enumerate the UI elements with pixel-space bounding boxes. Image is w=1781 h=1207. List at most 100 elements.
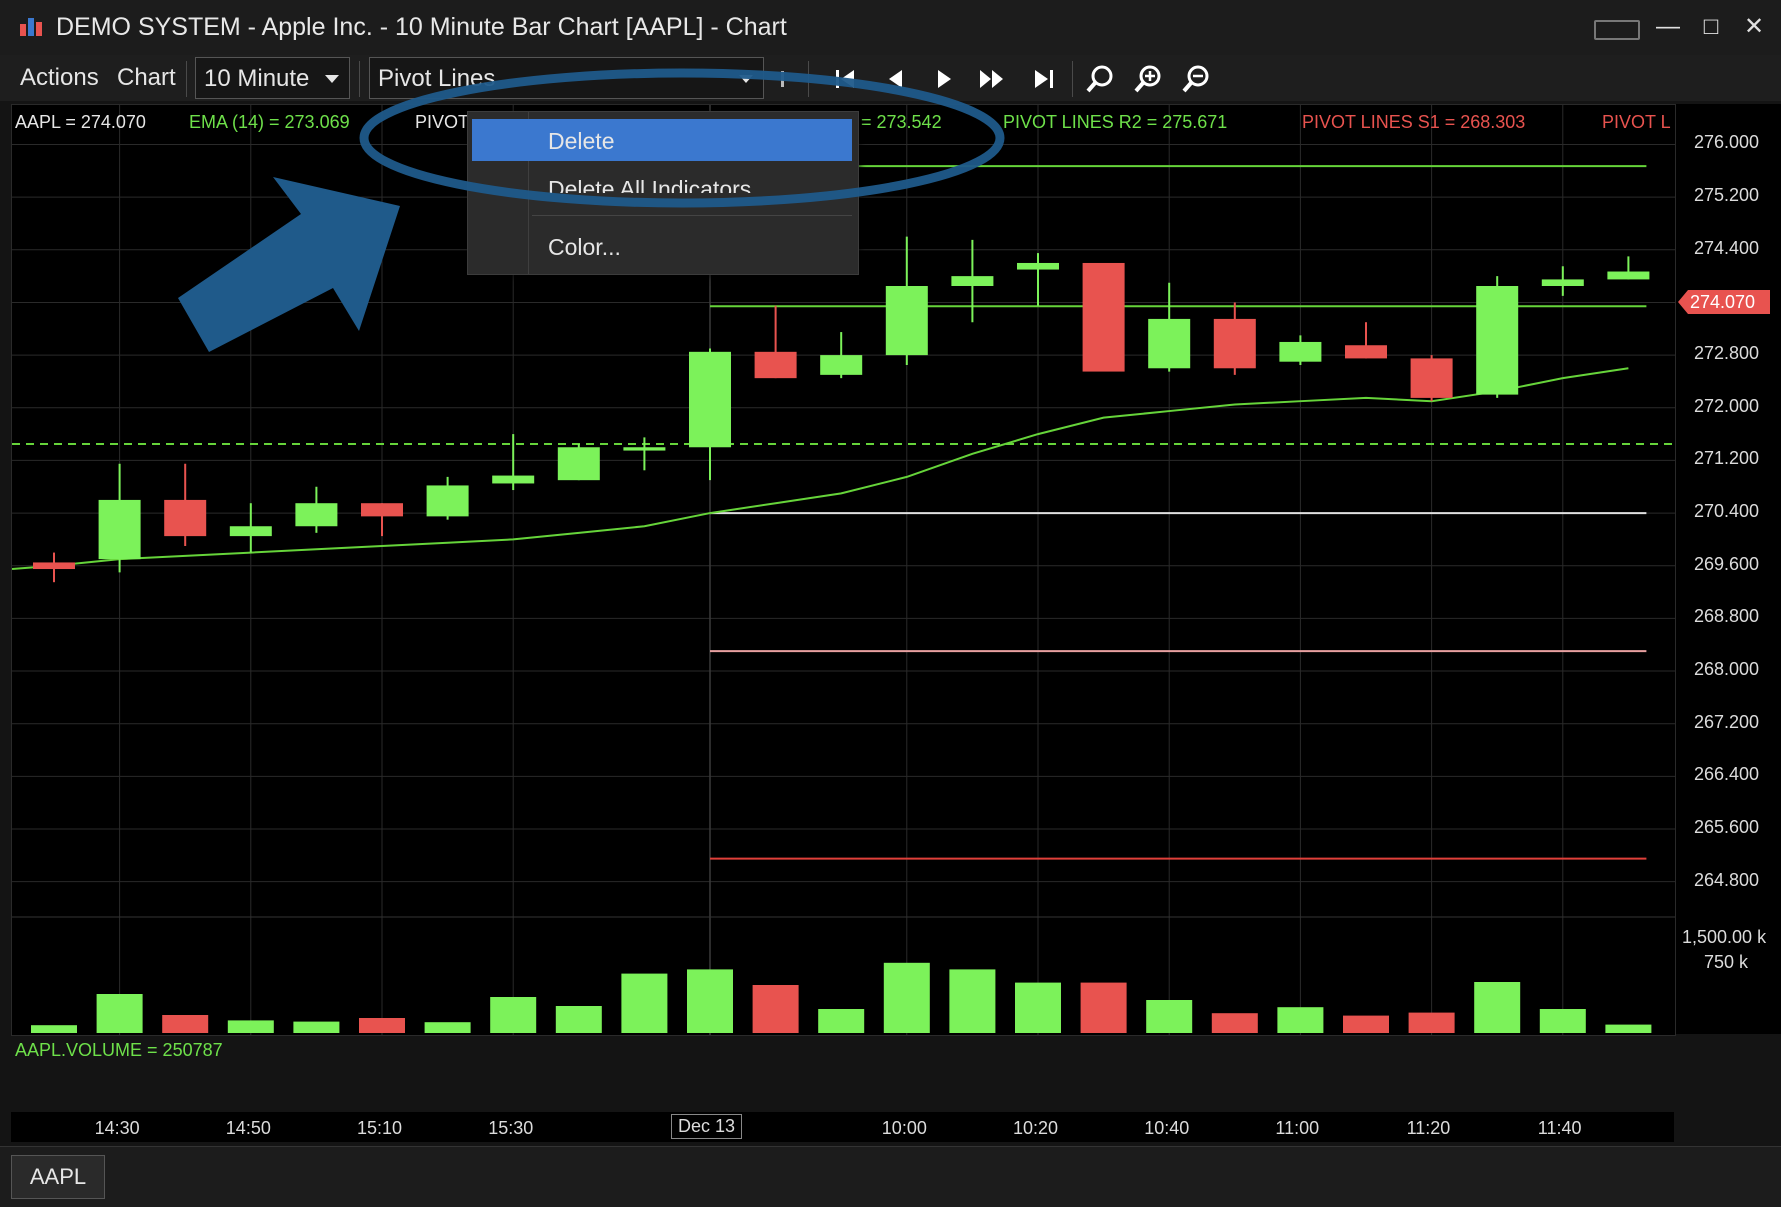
price-axis-label: 271.200: [1694, 448, 1760, 469]
price-axis-label: 275.200: [1694, 185, 1760, 206]
chevron-down-icon: [325, 75, 339, 83]
volume-bar: [96, 994, 143, 1033]
candle-body: [754, 351, 797, 379]
candle-body: [1017, 262, 1059, 270]
volume-bar: [1539, 1009, 1586, 1033]
candle-body: [361, 503, 403, 517]
price-axis-label: 276.000: [1694, 132, 1760, 153]
last-bar-icon[interactable]: [1024, 61, 1064, 97]
zoom-in-icon[interactable]: [1128, 61, 1168, 97]
price-axis-label: 274.400: [1694, 237, 1760, 258]
price-axis-label: 270.400: [1694, 501, 1760, 522]
legend-volume: AAPL.VOLUME = 250787: [15, 1040, 223, 1060]
menu-item-delete-all-indicators[interactable]: Delete All Indicators: [472, 167, 852, 193]
price-axis-label: 272.800: [1694, 343, 1760, 364]
price-axis-label: 268.000: [1694, 659, 1760, 680]
menu-actions[interactable]: Actions: [20, 64, 99, 91]
volume-bar: [490, 997, 537, 1033]
price-axis-label: 272.000: [1694, 395, 1760, 416]
time-axis-label: Dec 13: [671, 1114, 743, 1139]
interval-dropdown[interactable]: 10 Minute: [195, 57, 350, 99]
time-axis-label: 10:40: [1144, 1118, 1190, 1138]
volume-bar: [162, 1015, 209, 1033]
close-button[interactable]: ✕: [1743, 13, 1765, 40]
current-price-tag: 274.070: [1678, 290, 1770, 314]
candle-body: [1541, 279, 1584, 287]
candle-body: [1213, 318, 1256, 369]
time-axis[interactable]: 14:30 14:50 15:10 15:30 Dec 13 10:00 10:20 10:4…: [11, 1112, 1674, 1142]
volume-bar: [1277, 1007, 1324, 1033]
zoom-out-icon[interactable]: [1176, 61, 1216, 97]
candle-body: [33, 562, 75, 570]
volume-bar: [1474, 982, 1521, 1033]
volume-bar: [555, 1006, 602, 1033]
volume-bar: [424, 1022, 471, 1033]
time-axis-label: 11:20: [1406, 1118, 1451, 1138]
candle-body: [1345, 345, 1387, 359]
volume-bar: [359, 1018, 405, 1033]
candle-body: [1082, 262, 1125, 372]
price-axis-label: 269.600: [1694, 553, 1760, 574]
legend-ema: EMA (14) = 273.069: [189, 112, 350, 132]
volume-axis-label: 750 k: [1704, 952, 1749, 972]
legend-symbol: AAPL = 274.070: [15, 112, 146, 132]
search-icon[interactable]: [1080, 61, 1120, 97]
price-axis-label: 268.800: [1694, 606, 1760, 627]
time-axis-label: 14:30: [94, 1118, 140, 1138]
first-bar-icon[interactable]: [826, 61, 866, 97]
candle-body: [951, 276, 994, 287]
menu-item-delete[interactable]: Delete: [472, 119, 852, 161]
legend-pivot-r2: PIVOT LINES R2 = 275.671: [1003, 112, 1228, 132]
indicator-value: Pivot Lines: [378, 65, 496, 92]
toolbar-divider: [808, 61, 809, 97]
menu-chart[interactable]: Chart: [117, 64, 176, 91]
minimize-button[interactable]: —: [1656, 13, 1680, 40]
candle-body: [1410, 358, 1453, 398]
volume-bar: [949, 969, 996, 1033]
indicator-settings-icon[interactable]: [768, 61, 796, 97]
menu-item-label: Delete All Indicators: [548, 176, 752, 193]
toolbar-divider: [359, 61, 360, 97]
tab-aapl[interactable]: AAPL: [11, 1155, 105, 1199]
candle-body: [820, 355, 863, 375]
legend-pivot-partial: PIVOT: [415, 112, 470, 132]
toolbar: Actions Chart 10 Minute Pivot Lines: [0, 55, 1781, 101]
time-axis-label: 14:50: [225, 1118, 271, 1138]
volume-bar: [1146, 1000, 1193, 1033]
maximize-button[interactable]: □: [1703, 13, 1719, 40]
symbol-tab-strip: AAPL: [0, 1146, 1781, 1207]
volume-bar: [752, 985, 799, 1033]
volume-bar: [1211, 1013, 1258, 1033]
candle-body: [1607, 271, 1650, 280]
volume-bar: [1408, 1012, 1455, 1033]
candle-body: [164, 499, 207, 537]
candle-body: [557, 447, 600, 481]
candle-body: [98, 499, 141, 560]
volume-bar: [1080, 982, 1127, 1033]
indicator-dropdown[interactable]: Pivot Lines: [369, 57, 764, 99]
legend-pivot-s1: PIVOT LINES S1 = 268.303: [1302, 112, 1526, 132]
candle-body: [623, 447, 666, 451]
fast-forward-icon[interactable]: [972, 61, 1012, 97]
interval-value: 10 Minute: [204, 65, 310, 92]
chevron-down-icon: [739, 75, 753, 83]
candle-body: [492, 475, 535, 484]
price-axis-label: 266.400: [1694, 764, 1760, 785]
time-axis-label: 15:30: [488, 1118, 534, 1138]
time-axis-label: 11:00: [1275, 1118, 1320, 1138]
volume-bar: [818, 1009, 865, 1033]
volume-bar: [687, 969, 733, 1033]
toolbar-divider: [186, 61, 187, 97]
app-logo-icon: [20, 18, 42, 36]
menu-item-label: Delete: [548, 128, 615, 154]
candle-body: [229, 526, 272, 537]
step-forward-icon[interactable]: [924, 61, 964, 97]
toolbar-divider: [1072, 61, 1073, 97]
price-axis[interactable]: 276.000275.200274.400273.600272.800272.0…: [1676, 104, 1781, 1034]
restore-layout-icon[interactable]: [1594, 20, 1640, 40]
menu-item-color[interactable]: Color...: [472, 225, 852, 267]
price-axis-label: 267.200: [1694, 711, 1760, 732]
ema-line: [12, 367, 1629, 571]
candle-body: [1279, 341, 1322, 362]
step-back-icon[interactable]: [876, 61, 916, 97]
